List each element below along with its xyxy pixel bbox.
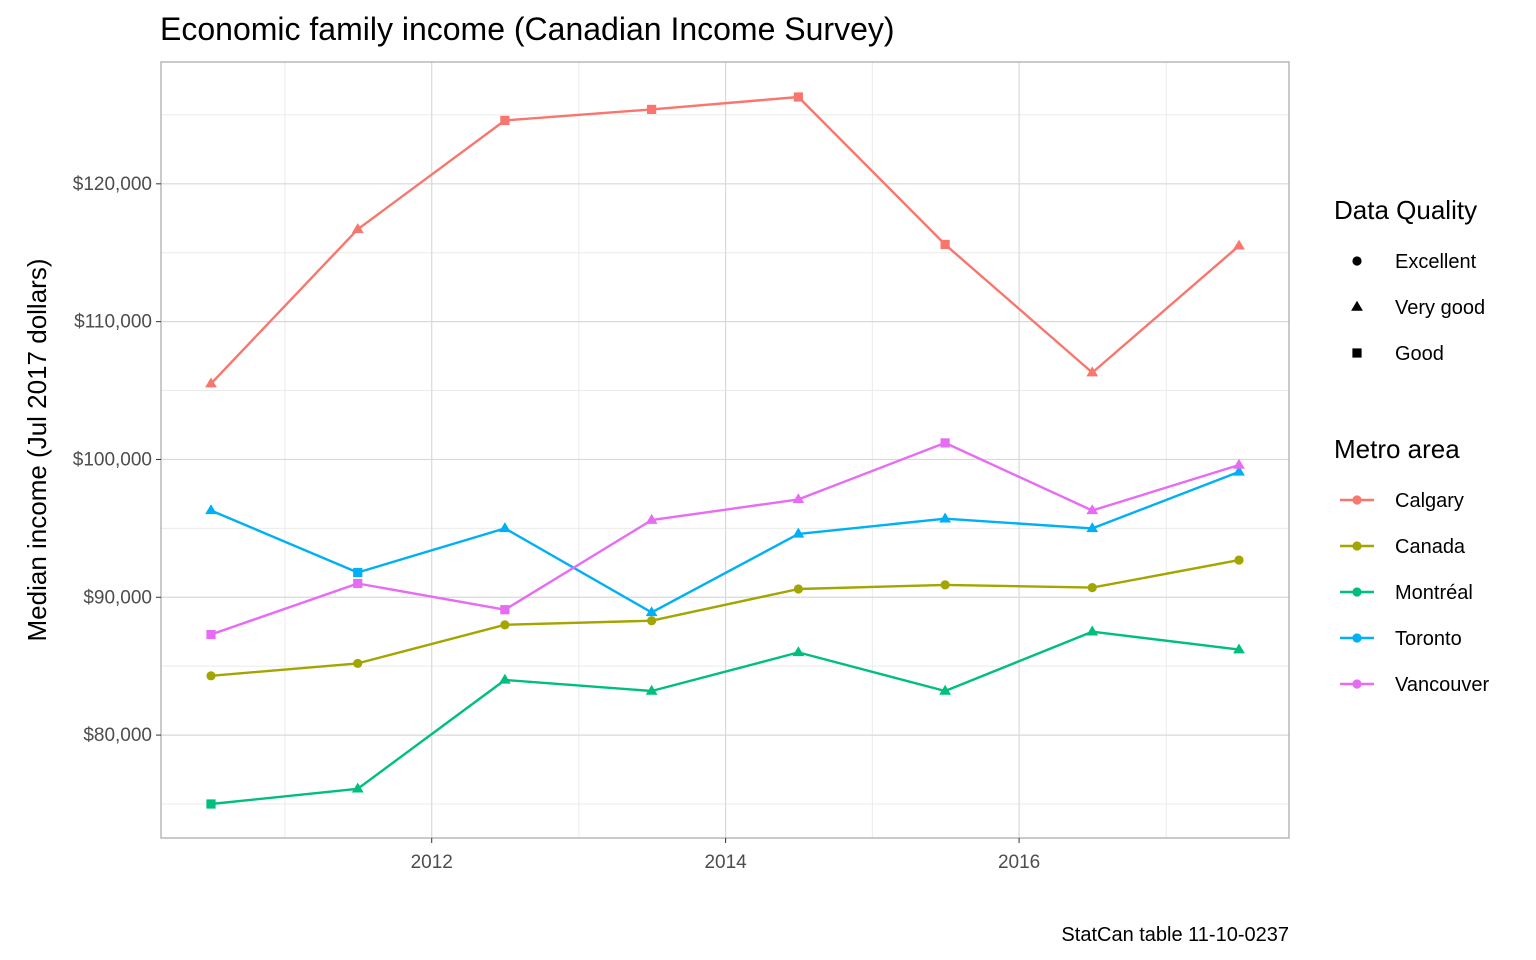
series-toronto xyxy=(205,465,1245,617)
data-point-calgary xyxy=(351,223,364,234)
legend-key-triangle-icon xyxy=(1351,300,1363,311)
data-point-toronto xyxy=(1233,465,1245,476)
legend-label-canada: Canada xyxy=(1395,536,1466,558)
data-point-calgary xyxy=(647,104,657,115)
data-point-calgary xyxy=(500,115,510,126)
y-tick-label: $120,000 xyxy=(73,174,152,195)
data-point-canada xyxy=(940,580,950,590)
chart-caption: StatCan table 11-10-0237 xyxy=(1061,924,1289,946)
data-point-toronto xyxy=(1086,522,1099,533)
y-axis-label: Median income (Jul 2017 dollars) xyxy=(22,259,52,642)
series-layer xyxy=(205,92,1245,809)
data-point-canada xyxy=(353,658,363,669)
series-line-vancouver xyxy=(210,441,1240,636)
x-axis-ticks: 2012 2014 2016 xyxy=(411,838,1040,873)
data-point-toronto xyxy=(353,567,363,578)
data-point-calgary xyxy=(1086,366,1099,377)
chart-title: Economic family income (Canadian Income … xyxy=(160,11,895,47)
data-point-montreal xyxy=(939,684,952,695)
data-point-montreal xyxy=(1233,643,1245,654)
data-point-toronto xyxy=(792,527,805,538)
series-canada xyxy=(206,555,1244,681)
legend-title-data-quality: Data Quality xyxy=(1334,195,1477,225)
legend-key-point xyxy=(1352,633,1362,643)
y-tick-label: $80,000 xyxy=(83,725,152,746)
legend-label: Excellent xyxy=(1395,251,1477,273)
series-line-calgary xyxy=(210,95,1240,385)
data-point-toronto xyxy=(645,606,658,617)
legend-key-point xyxy=(1352,541,1362,551)
legend-label-vancouver: Vancouver xyxy=(1395,674,1489,696)
legend-label: Good xyxy=(1395,343,1444,365)
data-point-canada xyxy=(500,620,510,630)
data-point-vancouver xyxy=(940,438,950,448)
data-point-calgary xyxy=(205,377,217,388)
y-tick-label: $110,000 xyxy=(74,312,152,333)
legend-key-point xyxy=(1352,495,1362,505)
data-point-vancouver xyxy=(1233,458,1245,469)
data-point-toronto xyxy=(939,512,952,523)
plot-panel-border xyxy=(160,61,1290,839)
y-tick-label: $90,000 xyxy=(83,587,152,608)
data-point-montreal xyxy=(645,684,658,695)
data-point-vancouver xyxy=(645,513,658,524)
data-point-canada xyxy=(793,584,803,594)
data-point-montreal xyxy=(498,673,511,684)
data-point-canada xyxy=(1087,583,1097,593)
series-line-canada xyxy=(210,558,1240,677)
data-point-toronto xyxy=(498,522,511,533)
legend-label-montreal: Montréal xyxy=(1395,582,1473,604)
legend-label: Very good xyxy=(1395,297,1485,319)
y-axis-ticks: $80,000 $90,000 $100,000 $110,000 $120,000 xyxy=(73,174,161,746)
data-point-vancouver xyxy=(500,605,510,615)
legend-key-point xyxy=(1352,587,1362,597)
legend-key-point xyxy=(1352,679,1362,689)
data-point-canada xyxy=(206,671,216,681)
series-montreal xyxy=(206,625,1245,809)
legend-label-toronto: Toronto xyxy=(1395,628,1462,650)
series-line-montreal xyxy=(210,630,1240,806)
data-point-calgary xyxy=(1233,239,1245,250)
data-point-calgary xyxy=(793,92,803,102)
data-point-calgary xyxy=(940,239,950,250)
legend-label-calgary: Calgary xyxy=(1395,490,1464,512)
x-tick-label: 2014 xyxy=(704,852,747,873)
data-point-montreal xyxy=(206,799,216,809)
legend: Data Quality Excellent Very good Good Metro … xyxy=(1334,195,1489,696)
series-line-toronto xyxy=(210,470,1240,614)
series-vancouver xyxy=(206,438,1245,640)
data-point-montreal xyxy=(792,646,805,657)
data-point-canada xyxy=(647,616,657,626)
data-point-toronto xyxy=(205,504,217,515)
data-point-canada xyxy=(1234,555,1244,565)
data-point-montreal xyxy=(351,782,364,793)
legend-title-metro-area: Metro area xyxy=(1334,434,1460,464)
x-tick-label: 2016 xyxy=(998,852,1040,873)
legend-key-circle-icon xyxy=(1352,256,1362,266)
data-point-montreal xyxy=(1086,625,1099,636)
data-point-vancouver xyxy=(206,629,216,640)
x-tick-label: 2012 xyxy=(411,852,453,873)
legend-key-square-icon xyxy=(1352,348,1362,358)
data-point-vancouver xyxy=(792,493,805,504)
data-point-vancouver xyxy=(1086,504,1099,515)
major-gridlines xyxy=(161,62,1289,838)
series-calgary xyxy=(205,92,1245,388)
y-tick-label: $100,000 xyxy=(73,449,152,470)
minor-gridlines xyxy=(161,62,1289,838)
data-point-vancouver xyxy=(353,578,363,589)
